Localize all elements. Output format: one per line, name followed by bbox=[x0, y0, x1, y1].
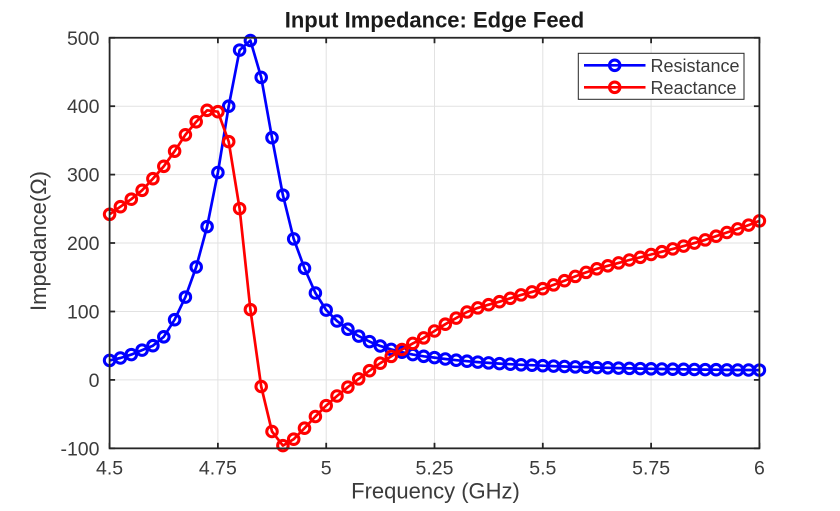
svg-text:5: 5 bbox=[321, 458, 332, 480]
svg-text:Frequency (GHz): Frequency (GHz) bbox=[351, 479, 520, 504]
svg-text:Impedance(Ω): Impedance(Ω) bbox=[26, 171, 51, 311]
svg-text:200: 200 bbox=[67, 233, 100, 255]
svg-text:5.5: 5.5 bbox=[529, 458, 556, 480]
svg-text:4.75: 4.75 bbox=[199, 458, 237, 480]
svg-text:100: 100 bbox=[67, 302, 100, 324]
svg-text:-100: -100 bbox=[60, 438, 99, 460]
svg-text:300: 300 bbox=[67, 165, 100, 187]
svg-text:5.25: 5.25 bbox=[416, 458, 454, 480]
svg-text:Input Impedance: Edge Feed: Input Impedance: Edge Feed bbox=[285, 8, 584, 33]
svg-text:Resistance: Resistance bbox=[651, 56, 740, 76]
svg-text:6: 6 bbox=[754, 458, 765, 480]
svg-text:5.75: 5.75 bbox=[632, 458, 670, 480]
svg-text:4.5: 4.5 bbox=[96, 458, 123, 480]
svg-text:0: 0 bbox=[89, 370, 100, 392]
svg-text:500: 500 bbox=[67, 28, 100, 50]
svg-text:400: 400 bbox=[67, 96, 100, 118]
svg-text:Reactance: Reactance bbox=[651, 78, 737, 98]
